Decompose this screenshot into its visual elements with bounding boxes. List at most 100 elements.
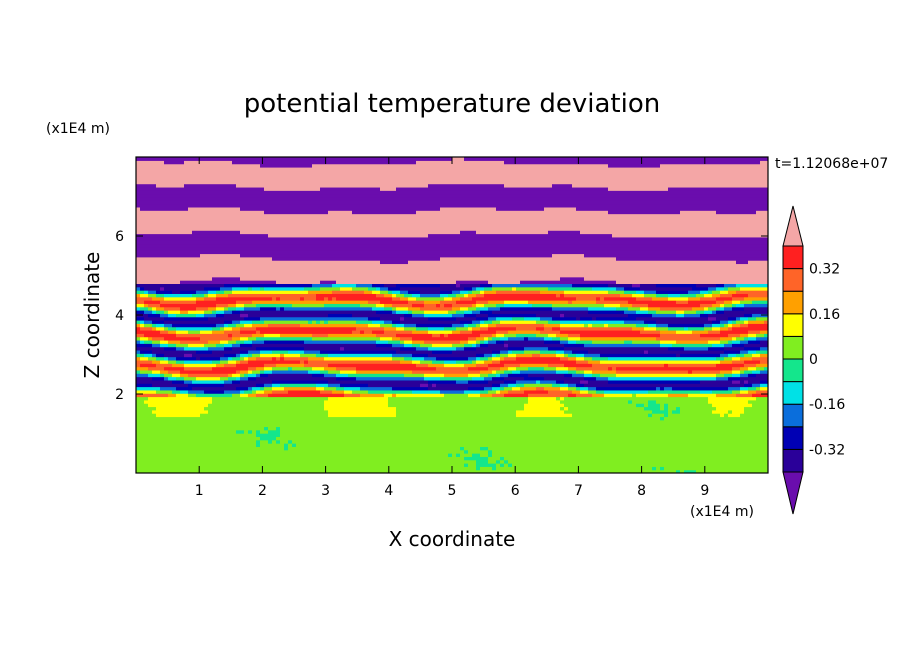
heatmap-cell xyxy=(224,233,229,238)
heatmap-cell xyxy=(260,326,265,331)
heatmap-cell xyxy=(264,416,269,421)
heatmap-cell xyxy=(252,406,257,411)
heatmap-cell xyxy=(152,163,157,168)
heatmap-cell xyxy=(212,396,217,401)
heatmap-cell xyxy=(240,343,245,348)
heatmap-cell xyxy=(148,326,153,331)
heatmap-cell xyxy=(136,306,141,311)
heatmap-cell xyxy=(184,256,189,261)
heatmap-cell xyxy=(228,436,233,441)
heatmap-cell xyxy=(168,313,173,318)
heatmap-cell xyxy=(160,236,165,241)
heatmap-cell xyxy=(160,466,165,471)
heatmap-cell xyxy=(148,263,153,268)
heatmap-cell xyxy=(176,373,181,378)
heatmap-cell xyxy=(192,383,197,388)
heatmap-cell xyxy=(212,200,217,205)
heatmap-cell xyxy=(240,376,245,381)
heatmap-cell xyxy=(220,319,225,324)
heatmap-cell xyxy=(156,193,161,198)
heatmap-cell xyxy=(216,453,221,457)
heatmap-cell xyxy=(184,446,189,451)
heatmap-cell xyxy=(148,366,153,371)
heatmap-cell xyxy=(168,266,173,271)
heatmap-cell xyxy=(164,446,169,451)
heatmap-cell xyxy=(140,170,145,175)
heatmap-cell xyxy=(180,166,185,171)
heatmap-cell xyxy=(224,303,229,308)
heatmap-cell xyxy=(216,356,221,361)
heatmap-cell xyxy=(136,373,141,378)
heatmap-cell xyxy=(208,243,213,248)
heatmap-cell xyxy=(216,449,221,454)
heatmap-cell xyxy=(168,416,173,421)
heatmap-cell xyxy=(264,429,269,434)
heatmap-cell xyxy=(200,319,205,324)
heatmap-cell xyxy=(152,283,157,288)
heatmap-cell xyxy=(236,436,241,441)
heatmap-cell xyxy=(224,223,229,228)
heatmap-cell xyxy=(160,413,165,418)
heatmap-cell xyxy=(212,316,217,321)
heatmap-cell xyxy=(180,220,185,225)
heatmap-cell xyxy=(172,386,177,391)
heatmap-cell xyxy=(240,273,245,278)
heatmap-cell xyxy=(216,186,221,191)
chart-title: potential temperature deviation xyxy=(244,89,660,119)
heatmap-cell xyxy=(192,446,197,451)
heatmap-cell xyxy=(212,276,217,281)
heatmap-cell xyxy=(220,286,225,291)
heatmap-cell xyxy=(228,260,233,265)
heatmap-cell xyxy=(224,326,229,331)
heatmap-cell xyxy=(136,386,141,391)
heatmap-cell xyxy=(244,399,249,404)
heatmap-cell xyxy=(252,256,257,261)
heatmap-cell xyxy=(204,266,209,271)
heatmap-cell xyxy=(140,423,145,428)
heatmap-cell xyxy=(200,413,205,418)
heatmap-cell xyxy=(252,253,257,258)
heatmap-cell xyxy=(240,346,245,351)
heatmap-cell xyxy=(252,210,257,215)
heatmap-cell xyxy=(168,326,173,331)
heatmap-cell xyxy=(224,409,229,414)
heatmap-cell xyxy=(264,333,269,338)
heatmap-cell xyxy=(232,213,237,218)
heatmap-cell xyxy=(164,276,169,281)
heatmap-cell xyxy=(256,233,261,238)
heatmap-cell xyxy=(168,459,173,464)
heatmap-cell xyxy=(256,273,261,278)
heatmap-cell xyxy=(172,413,177,418)
heatmap-cell xyxy=(156,439,161,444)
heatmap-cell xyxy=(184,313,189,318)
heatmap-cell xyxy=(164,256,169,261)
heatmap-cell xyxy=(140,339,145,344)
heatmap-cell xyxy=(172,260,177,265)
heatmap-cell xyxy=(264,359,269,364)
heatmap-cell xyxy=(252,426,257,431)
heatmap-cell xyxy=(156,256,161,261)
heatmap-cell xyxy=(160,439,165,444)
heatmap-cell xyxy=(256,453,261,457)
heatmap-cell xyxy=(216,456,221,461)
heatmap-cell xyxy=(260,210,265,215)
heatmap-cell xyxy=(192,163,197,168)
heatmap-cell xyxy=(188,426,193,431)
heatmap-cell xyxy=(172,316,177,321)
heatmap-cell xyxy=(248,416,253,421)
heatmap-cell xyxy=(144,233,149,238)
heatmap-cell xyxy=(248,290,253,294)
heatmap-cell xyxy=(148,373,153,378)
heatmap-cell xyxy=(140,409,145,414)
heatmap-cell xyxy=(200,379,205,384)
heatmap-cell xyxy=(172,173,177,178)
heatmap-cell xyxy=(268,463,273,467)
heatmap-cell xyxy=(256,449,261,454)
heatmap-cell xyxy=(200,456,205,461)
heatmap-cell xyxy=(152,280,157,284)
heatmap-cell xyxy=(168,306,173,311)
heatmap-cell xyxy=(164,313,169,318)
heatmap-cell xyxy=(260,343,265,348)
heatmap-cell xyxy=(224,203,229,208)
heatmap-cell xyxy=(260,270,265,275)
